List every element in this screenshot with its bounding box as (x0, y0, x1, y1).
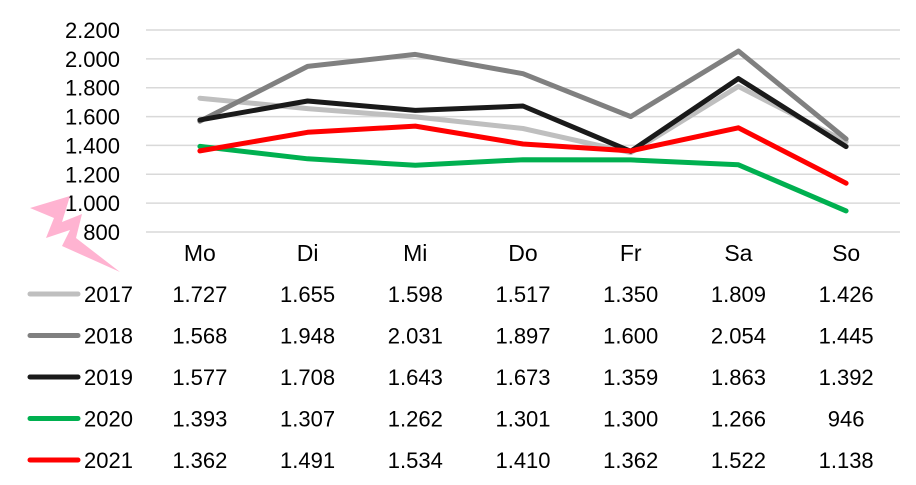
data-label: 1.410 (495, 448, 550, 473)
gridlines (146, 29, 900, 233)
data-label: 1.577 (172, 365, 227, 390)
data-label: 1.534 (388, 448, 443, 473)
data-label: 1.426 (819, 282, 874, 307)
data-label: 1.897 (495, 324, 550, 349)
data-label: 1.863 (711, 365, 766, 390)
data-table: 2017 1.727 1.655 1.598 1.517 1.350 1.809 1.426 2… (27, 282, 874, 473)
x-category-label: Sa (724, 240, 752, 266)
data-label: 1.362 (603, 448, 658, 473)
y-tick-label: 1.400 (65, 133, 120, 158)
series-line-2021 (197, 123, 849, 186)
y-tick-label: 1.800 (65, 76, 120, 101)
data-label: 1.948 (280, 324, 335, 349)
data-label: 1.809 (711, 282, 766, 307)
data-label: 1.392 (819, 365, 874, 390)
x-category-label: So (832, 240, 860, 266)
data-label: 1.727 (172, 282, 227, 307)
data-label: 1.517 (495, 282, 550, 307)
x-category-label: Mi (403, 240, 427, 266)
data-label: 1.359 (603, 365, 658, 390)
x-axis-category-labels: Mo Di Mi Do Fr Sa So (184, 240, 860, 266)
data-label: 1.393 (172, 407, 227, 432)
data-label: 1.300 (603, 407, 658, 432)
y-axis-tick-labels: 800 1.000 1.200 1.400 1.600 1.800 2.000 2.200 (65, 18, 120, 245)
x-category-label: Do (508, 240, 537, 266)
series-line-2020 (197, 143, 849, 214)
y-tick-label: 2.000 (65, 47, 120, 72)
data-label: 2.054 (711, 324, 766, 349)
data-label: 1.673 (495, 365, 550, 390)
legend-label: 2019 (84, 365, 133, 390)
series-line-2019 (197, 76, 849, 154)
data-label: 1.600 (603, 324, 658, 349)
y-tick-label: 1.000 (65, 191, 120, 216)
data-label: 1.445 (819, 324, 874, 349)
y-tick-label: 800 (83, 220, 120, 245)
data-label: 1.568 (172, 324, 227, 349)
data-label: 1.266 (711, 407, 766, 432)
decoration (30, 196, 120, 272)
legend-label: 2020 (84, 407, 133, 432)
data-label: 1.655 (280, 282, 335, 307)
series-line-2018 (197, 48, 849, 142)
data-label: 1.598 (388, 282, 443, 307)
data-label: 1.138 (819, 448, 874, 473)
data-label: 1.643 (388, 365, 443, 390)
data-label: 1.708 (280, 365, 335, 390)
legend-label: 2021 (84, 448, 133, 473)
x-category-label: Di (297, 240, 319, 266)
legend-label: 2018 (84, 324, 133, 349)
y-tick-label: 1.200 (65, 162, 120, 187)
x-category-label: Mo (184, 240, 216, 266)
data-label: 1.350 (603, 282, 658, 307)
x-category-label: Fr (620, 240, 642, 266)
data-label: 1.301 (495, 407, 550, 432)
y-tick-label: 1.600 (65, 105, 120, 130)
data-label: 1.522 (711, 448, 766, 473)
data-label: 2.031 (388, 324, 443, 349)
series-line-2017 (197, 83, 849, 156)
data-label: 1.307 (280, 407, 335, 432)
y-tick-label: 2.200 (65, 18, 120, 43)
data-label: 1.362 (172, 448, 227, 473)
data-label: 1.262 (388, 407, 443, 432)
lightning-bolt-icon (30, 196, 120, 272)
data-label: 1.491 (280, 448, 335, 473)
legend-label: 2017 (84, 282, 133, 307)
data-label: 946 (828, 407, 865, 432)
series-lines (197, 48, 849, 214)
